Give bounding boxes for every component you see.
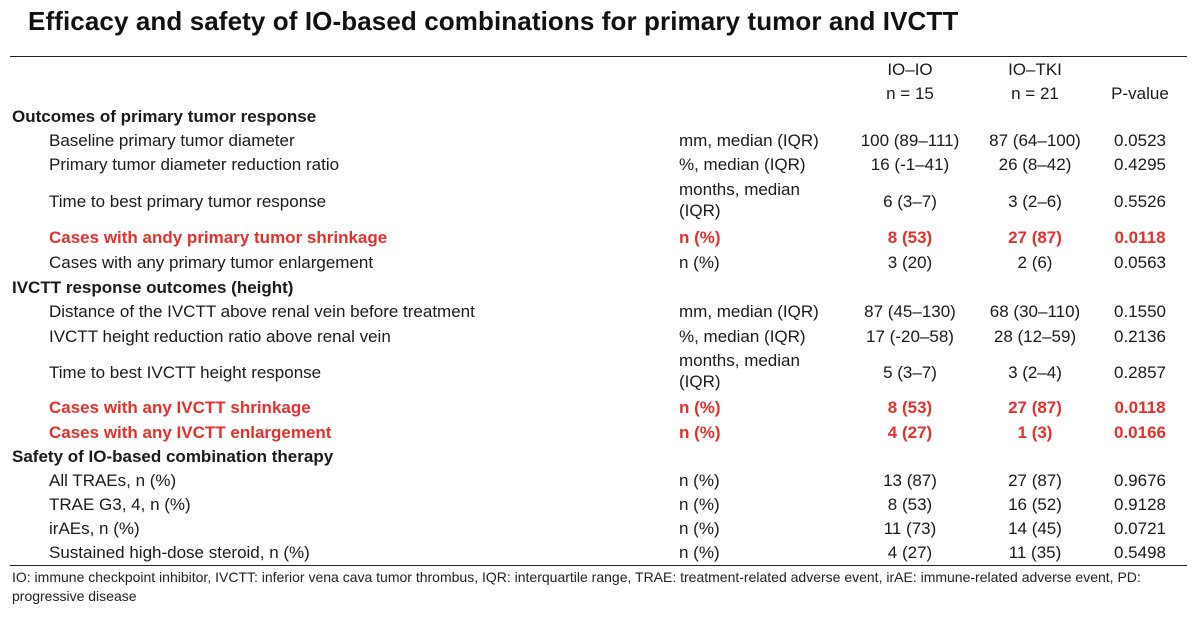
row-label: Cases with any IVCTT shrinkage [49,398,311,417]
row-unit: months, median (IQR) [679,180,800,220]
row-io-tki-value: 28 (12–59) [993,327,1077,346]
row-p-value: 0.9676 [1114,471,1166,490]
row-p-value: 0.1550 [1114,302,1166,321]
row-unit: mm, median (IQR) [679,302,819,321]
row-io-io-value: 8 (53) [887,398,933,417]
row-unit: mm, median (IQR) [679,131,819,150]
row-io-io-value: 8 (53) [887,495,933,514]
row-io-tki-value: 2 (6) [1017,253,1053,272]
row-io-tki-value: 27 (87) [1008,398,1062,417]
row-io-tki-value: 3 (2–4) [1008,363,1062,382]
row-io-io-value: 16 (-1–41) [870,155,950,174]
row-p-value: 0.0563 [1114,253,1166,272]
row-unit: n (%) [679,495,720,514]
row-io-io-value: 87 (45–130) [864,302,956,321]
row-p-value: 0.2857 [1114,363,1166,382]
row-p-value: 0.0523 [1114,131,1166,150]
row-io-io-value: 3 (20) [887,253,933,272]
row-label: Primary tumor diameter reduction ratio [49,155,340,174]
row-io-tki-value: 14 (45) [1008,519,1062,538]
row-p-value: 0.0118 [1114,228,1166,247]
row-io-io-value: 13 (87) [883,471,937,490]
row-io-tki-value: 3 (2–6) [1008,192,1062,211]
row-label: Sustained high-dose steroid, n (%) [49,543,310,562]
row-io-tki-value: 27 (87) [1008,228,1062,247]
row-io-io-value: 5 (3–7) [883,363,937,382]
section-heading: IVCTT response outcomes (height) [12,278,294,297]
row-p-value: 0.9128 [1114,495,1166,514]
row-label: Cases with any primary tumor enlargement [49,253,374,272]
row-p-value: 0.2136 [1114,327,1166,346]
header-io-tki-n: n = 21 [1011,84,1059,103]
row-label: Cases with any IVCTT enlargement [49,423,332,442]
row-label: Cases with andy primary tumor shrinkage [49,228,388,247]
row-label: Time to best primary tumor response [49,192,327,211]
row-unit: n (%) [679,423,721,442]
row-p-value: 0.0721 [1114,519,1166,538]
row-unit: n (%) [679,228,721,247]
row-io-io-value: 11 (73) [883,519,937,538]
row-io-tki-value: 1 (3) [1017,423,1053,442]
row-p-value: 0.5526 [1114,192,1166,211]
row-p-value: 0.0166 [1114,423,1166,442]
header-io-io-n: n = 15 [886,84,934,103]
page-title: Efficacy and safety of IO-based combinat… [28,6,959,36]
row-p-value: 0.0118 [1114,398,1166,417]
row-unit: %, median (IQR) [679,155,806,174]
row-io-io-value: 8 (53) [887,228,933,247]
row-unit: months, median (IQR) [679,351,800,391]
row-unit: n (%) [679,519,720,538]
row-label: IVCTT height reduction ratio above renal… [49,327,391,346]
row-label: Distance of the IVCTT above renal vein b… [49,302,475,321]
row-io-tki-value: 87 (64–100) [989,131,1081,150]
section-heading: Safety of IO-based combination therapy [12,447,334,466]
row-unit: n (%) [679,543,720,562]
row-p-value: 0.4295 [1114,155,1166,174]
row-io-io-value: 4 (27) [887,543,933,562]
row-io-tki-value: 68 (30–110) [989,302,1081,321]
row-io-tki-value: 11 (35) [1008,543,1062,562]
footnote: IO: immune checkpoint inhibitor, IVCTT: … [12,569,1141,604]
header-io-tki-name: IO–TKI [1008,60,1062,79]
row-label: irAEs, n (%) [49,519,140,538]
row-unit: n (%) [679,471,720,490]
row-io-tki-value: 16 (52) [1008,495,1062,514]
row-unit: n (%) [679,398,721,417]
row-label: Time to best IVCTT height response [49,363,322,382]
row-label: TRAE G3, 4, n (%) [49,495,191,514]
table-top-rule [10,56,1187,57]
row-io-io-value: 17 (-20–58) [866,327,954,346]
row-io-io-value: 100 (89–111) [860,131,960,150]
row-p-value: 0.5498 [1114,543,1166,562]
row-unit: n (%) [679,253,720,272]
table-bottom-rule [10,565,1187,566]
row-io-io-value: 4 (27) [887,423,933,442]
row-io-tki-value: 27 (87) [1008,471,1062,490]
row-io-io-value: 6 (3–7) [883,192,937,211]
row-io-tki-value: 26 (8–42) [998,155,1072,174]
header-p-value: P-value [1111,84,1169,103]
header-io-io-name: IO–IO [887,60,933,79]
row-label: All TRAEs, n (%) [49,471,177,490]
section-heading: Outcomes of primary tumor response [12,107,317,126]
row-label: Baseline primary tumor diameter [49,131,295,150]
row-unit: %, median (IQR) [679,327,806,346]
